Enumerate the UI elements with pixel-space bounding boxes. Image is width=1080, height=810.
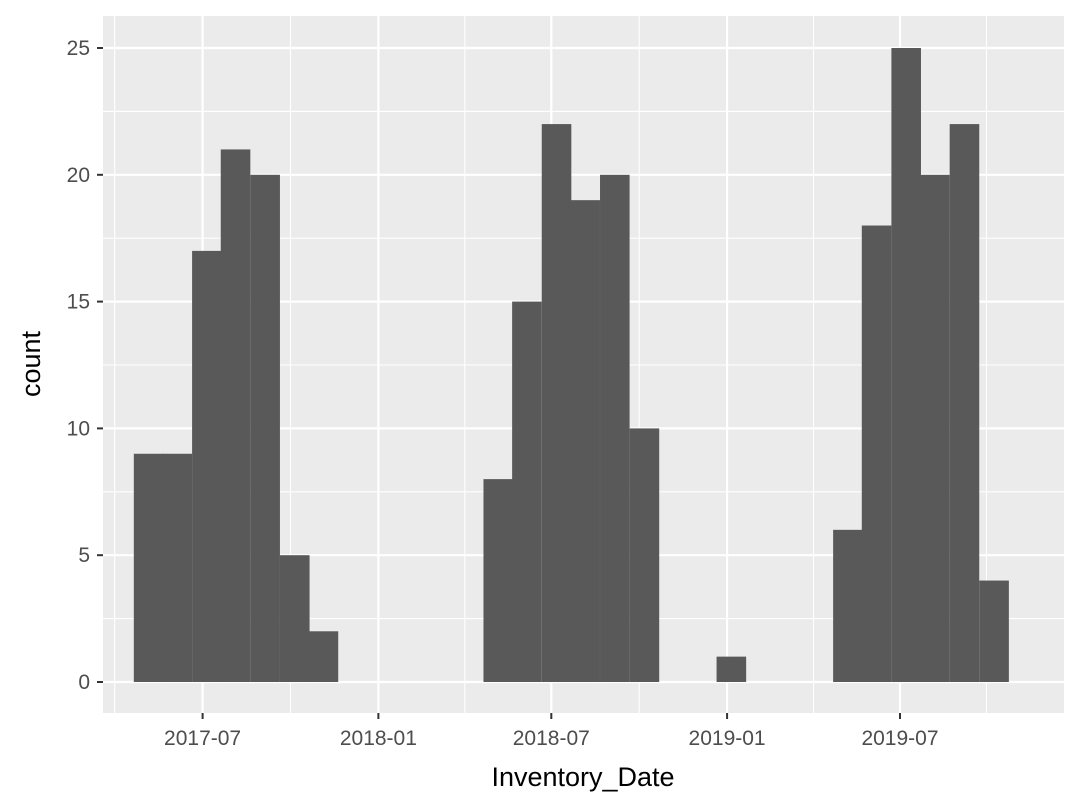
x-axis: 2017-07 2018-01 2018-07 2019-01 2019-07 bbox=[164, 713, 939, 750]
histogram-bar bbox=[512, 301, 542, 682]
histogram-bars bbox=[133, 48, 1009, 683]
histogram-bar bbox=[629, 428, 660, 682]
histogram-bar bbox=[949, 124, 980, 682]
histogram-bar bbox=[279, 555, 310, 682]
histogram-bar bbox=[833, 529, 863, 682]
histogram-bar bbox=[861, 225, 892, 682]
x-tick-label: 2017-07 bbox=[164, 727, 241, 750]
histogram-bar bbox=[483, 479, 514, 682]
x-axis-title: Inventory_Date bbox=[491, 762, 674, 792]
y-tick-label: 25 bbox=[67, 37, 90, 60]
y-tick-label: 20 bbox=[67, 164, 90, 187]
x-tick-label: 2018-01 bbox=[340, 727, 417, 750]
y-axis-title: count bbox=[16, 330, 46, 397]
x-tick-label: 2019-07 bbox=[861, 727, 938, 750]
histogram-bar bbox=[308, 631, 339, 682]
y-axis: 0 5 10 15 20 25 bbox=[67, 37, 103, 694]
histogram-bar bbox=[716, 656, 747, 682]
histogram-bar bbox=[250, 174, 280, 683]
histogram-bar bbox=[192, 250, 222, 682]
y-tick-label: 0 bbox=[78, 671, 90, 694]
histogram-bar bbox=[162, 453, 193, 682]
x-tick-label: 2018-07 bbox=[513, 727, 590, 750]
y-tick-label: 5 bbox=[78, 544, 90, 567]
histogram-bar bbox=[541, 124, 572, 682]
histogram-bar bbox=[979, 580, 1009, 682]
histogram-bar bbox=[133, 453, 164, 682]
y-tick-label: 15 bbox=[67, 291, 90, 314]
x-tick-label: 2019-01 bbox=[689, 727, 766, 750]
histogram-bar bbox=[920, 174, 950, 683]
y-tick-label: 10 bbox=[67, 417, 90, 440]
histogram-bar bbox=[220, 149, 251, 682]
histogram-bar bbox=[600, 174, 630, 683]
histogram-bar bbox=[891, 48, 921, 682]
histogram-bar bbox=[570, 200, 600, 682]
